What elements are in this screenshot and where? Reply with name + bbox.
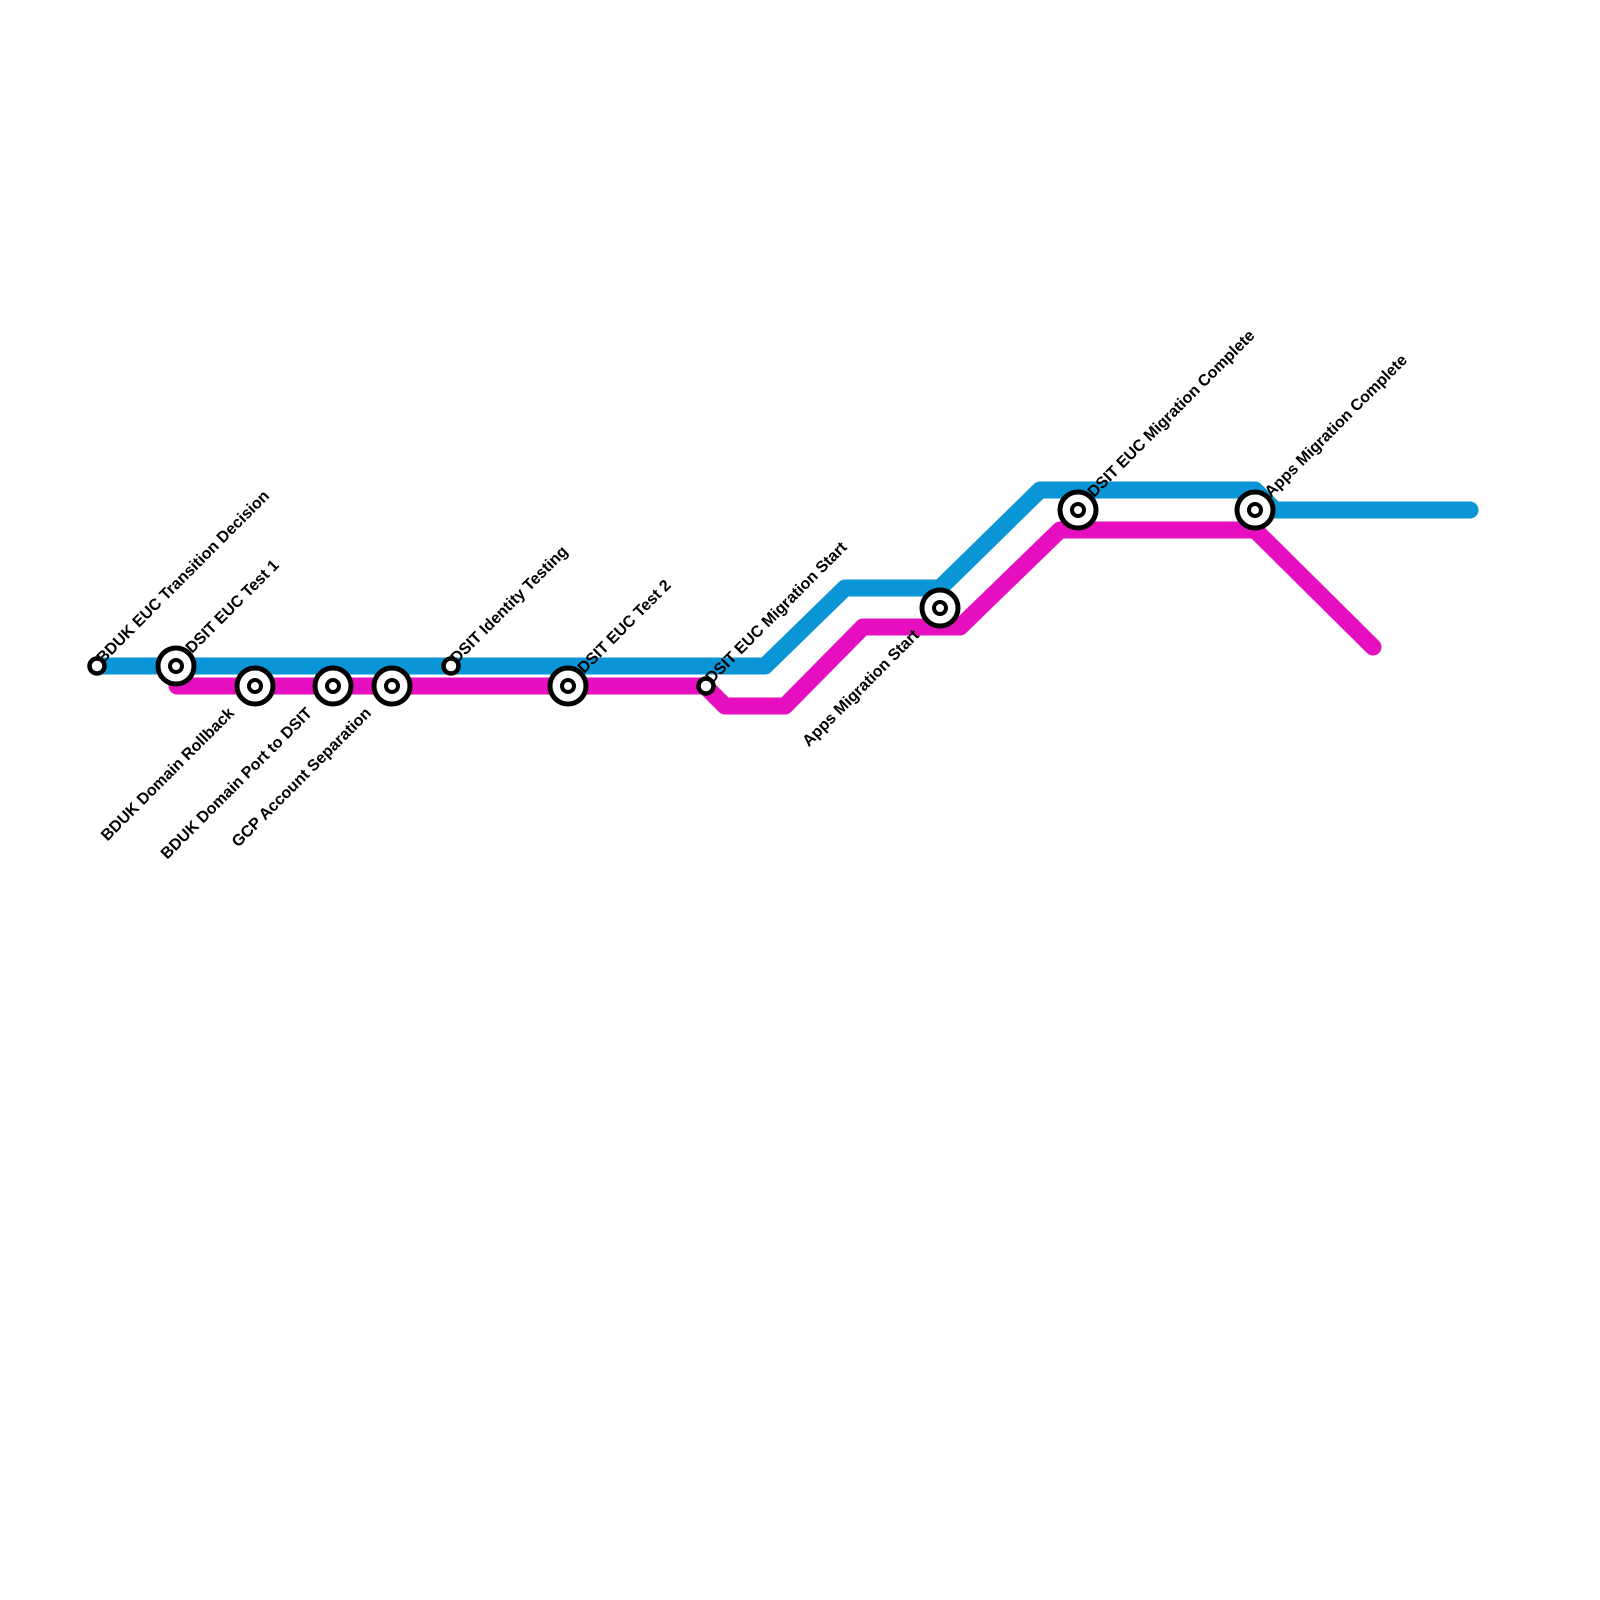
interchange-marker: [247, 678, 263, 694]
station-label: BDUK EUC Transition Decision: [94, 488, 273, 667]
interchange-marker: [932, 600, 948, 616]
stop-marker: [87, 656, 107, 676]
interchange-marker: [168, 658, 184, 674]
station-label: Apps Migration Start: [800, 626, 924, 750]
interchange-marker: [1247, 502, 1263, 518]
stop-marker: [441, 656, 461, 676]
station-label: BDUK Domain Rollback: [98, 705, 238, 845]
interchange-marker: [1070, 502, 1086, 518]
stop-marker: [696, 676, 716, 696]
station[interactable]: BDUK EUC Transition Decision: [87, 488, 274, 676]
interchange-marker: [560, 678, 576, 694]
station-label: DSIT EUC Migration Complete: [1085, 327, 1259, 501]
station[interactable]: DSIT Identity Testing: [441, 543, 572, 676]
interchange-marker: [325, 678, 341, 694]
interchange-marker: [384, 678, 400, 694]
station-label: DSIT Identity Testing: [448, 543, 572, 667]
station-label: Apps Migration Complete: [1262, 352, 1411, 501]
